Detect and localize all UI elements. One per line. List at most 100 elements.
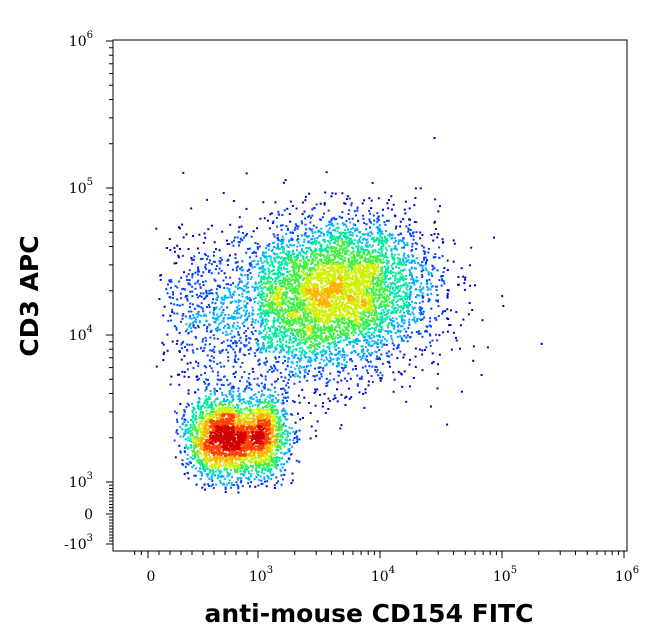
event-point	[227, 323, 230, 326]
event-point	[282, 402, 285, 405]
event-point	[212, 472, 215, 475]
event-point	[283, 442, 286, 445]
event-point	[221, 349, 224, 351]
event-point	[423, 253, 426, 255]
event-point	[297, 412, 299, 415]
event-point	[337, 243, 340, 246]
event-point	[196, 348, 199, 350]
event-point	[271, 394, 273, 397]
event-point	[280, 463, 283, 466]
event-point	[399, 233, 402, 236]
event-point	[289, 254, 292, 257]
event-point	[248, 256, 251, 259]
event-point	[178, 383, 181, 386]
event-point	[418, 302, 421, 304]
event-point	[196, 401, 199, 404]
event-point	[225, 296, 228, 299]
event-point	[347, 372, 350, 375]
event-point	[437, 210, 440, 213]
event-point	[380, 266, 383, 269]
event-point	[400, 277, 402, 280]
event-point	[246, 468, 249, 471]
event-point	[284, 418, 287, 421]
event-point	[407, 327, 410, 329]
event-point	[382, 296, 385, 299]
event-point	[294, 267, 297, 270]
event-point	[263, 394, 266, 397]
event-point	[313, 249, 316, 252]
event-point	[354, 341, 357, 344]
event-point	[218, 475, 221, 478]
event-point	[282, 355, 285, 358]
event-point	[205, 319, 208, 322]
event-point	[434, 256, 437, 258]
event-point	[365, 238, 368, 241]
event-point	[191, 421, 194, 424]
event-point	[216, 337, 219, 340]
event-point	[371, 365, 374, 368]
event-point	[285, 351, 288, 354]
event-point	[206, 354, 209, 357]
event-point	[234, 310, 237, 312]
event-point	[279, 273, 282, 276]
event-point	[354, 351, 357, 354]
event-point	[293, 275, 296, 278]
event-point	[187, 420, 189, 423]
event-point	[372, 223, 375, 226]
event-point	[308, 258, 310, 261]
event-point	[325, 334, 328, 337]
event-point	[259, 306, 262, 309]
event-point	[259, 351, 262, 354]
event-point	[246, 232, 248, 235]
event-point	[426, 293, 429, 296]
event-point	[267, 279, 270, 282]
event-point	[295, 320, 298, 323]
event-point	[277, 239, 280, 241]
event-point	[289, 346, 292, 349]
event-point	[325, 377, 328, 380]
event-point	[278, 332, 281, 335]
event-point	[391, 320, 394, 322]
event-point	[328, 379, 331, 382]
event-point	[186, 471, 189, 474]
event-point	[231, 385, 234, 388]
event-point	[375, 326, 378, 329]
event-point	[215, 329, 218, 331]
event-point	[279, 439, 281, 442]
event-point	[271, 407, 274, 410]
event-point	[305, 266, 308, 269]
event-point	[308, 350, 311, 353]
event-point	[392, 371, 395, 374]
event-point	[346, 322, 349, 325]
event-point	[260, 270, 263, 273]
event-point	[412, 377, 415, 379]
event-point	[369, 360, 372, 363]
event-point	[280, 438, 283, 441]
event-point	[277, 248, 280, 251]
event-point	[427, 271, 430, 274]
event-point	[418, 348, 421, 351]
event-point	[240, 225, 243, 228]
event-point	[309, 221, 312, 224]
event-point	[464, 276, 467, 279]
event-point	[279, 266, 282, 269]
event-point	[305, 228, 308, 231]
event-point	[337, 352, 340, 355]
event-point	[389, 319, 392, 322]
event-point	[298, 367, 301, 370]
event-point	[181, 417, 184, 420]
event-point	[345, 198, 348, 201]
event-point	[405, 306, 408, 308]
event-point	[429, 317, 432, 320]
event-point	[191, 290, 194, 293]
event-point	[296, 245, 299, 248]
event-point	[284, 396, 287, 399]
event-point	[242, 465, 245, 468]
event-point	[249, 263, 252, 266]
event-point	[374, 248, 377, 251]
event-point	[282, 407, 285, 410]
event-point	[337, 341, 340, 344]
event-point	[195, 483, 198, 486]
event-point	[298, 267, 300, 270]
event-point	[264, 255, 267, 258]
